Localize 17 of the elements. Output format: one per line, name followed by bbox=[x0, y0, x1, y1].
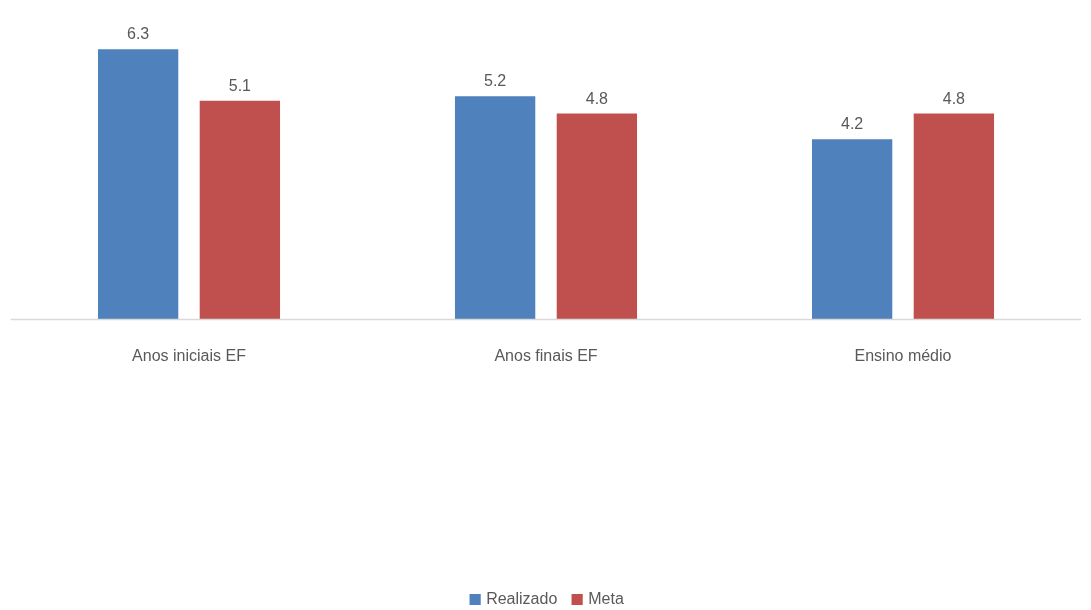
x-tick-label: Ensino médio bbox=[854, 347, 952, 365]
bar bbox=[556, 113, 638, 320]
x-tick-label: Anos iniciais EF bbox=[132, 347, 247, 365]
legend-label: Realizado bbox=[486, 590, 558, 608]
data-label: 4.2 bbox=[841, 115, 864, 133]
bar bbox=[913, 113, 995, 320]
data-label: 5.2 bbox=[484, 72, 507, 90]
legend-label: Meta bbox=[588, 590, 624, 608]
x-tick-label: Anos finais EF bbox=[494, 347, 598, 365]
data-label: 4.8 bbox=[942, 89, 966, 107]
data-label: 5.1 bbox=[228, 76, 252, 94]
data-label: 6.3 bbox=[127, 25, 150, 43]
data-label: 4.8 bbox=[585, 89, 609, 107]
bar bbox=[811, 139, 893, 320]
bar bbox=[97, 49, 179, 320]
bar bbox=[199, 100, 281, 320]
bar bbox=[454, 96, 536, 320]
